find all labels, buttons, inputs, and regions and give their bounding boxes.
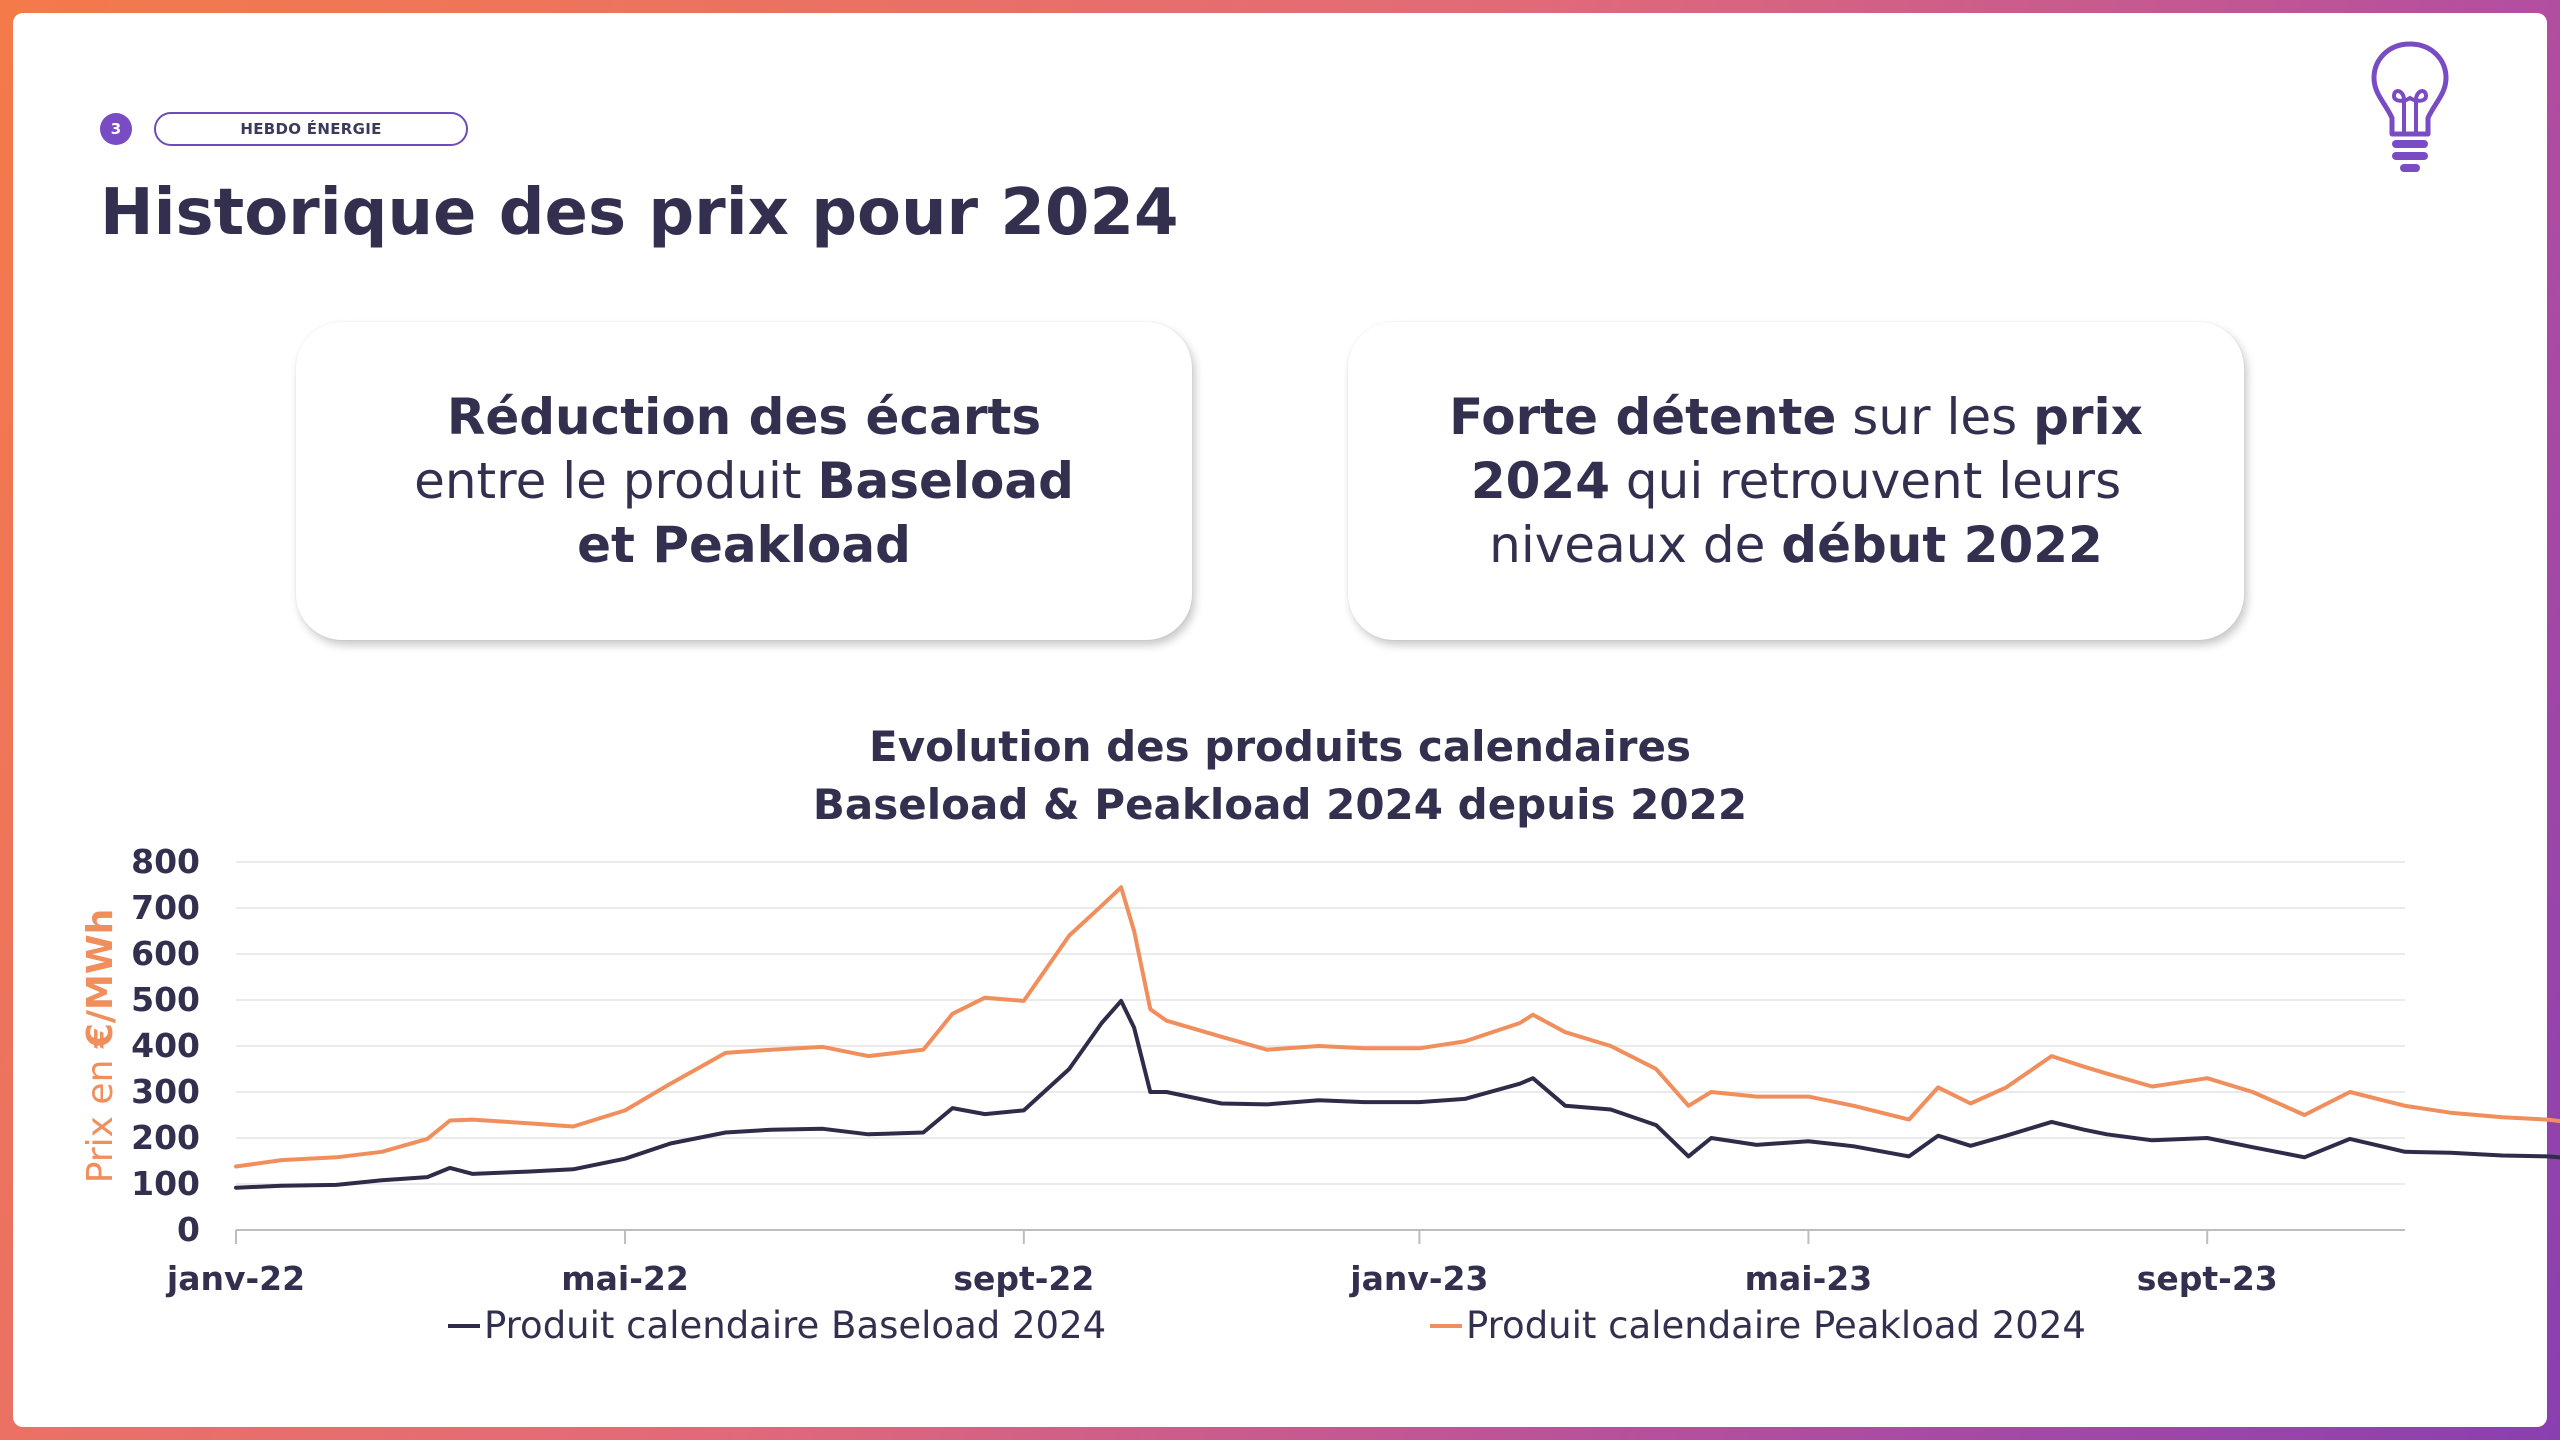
card-text-bold: prix [2033, 388, 2143, 446]
x-tick-label: mai-23 [1745, 1259, 1873, 1298]
y-axis-label-prefix: Prix en [80, 1048, 121, 1183]
y-tick-label: 800 [131, 842, 200, 881]
chart-legend: Produit calendaire Baseload 2024 Produit … [448, 1304, 2086, 1347]
x-tick-label: sept-23 [2137, 1259, 2278, 1298]
x-tick-label: sept-22 [953, 1259, 1094, 1298]
card-text-bold: Réduction des écarts [446, 388, 1042, 446]
insight-card-gap: Réduction des écarts entre le produit Bas… [296, 322, 1192, 640]
y-axis-label-unit: €/MWh [80, 909, 121, 1049]
card-text-line: Réduction des écarts [447, 385, 1041, 449]
chart-title-line-1: Evolution des produits calendaires [869, 722, 1691, 771]
card-text-bold: 2024 [1470, 452, 1610, 510]
grid-lines [236, 861, 2405, 1185]
x-tick-label: mai-22 [561, 1259, 689, 1298]
card-text: niveaux de [1489, 516, 1782, 574]
card-text-line: entre le produit Baseload [414, 449, 1074, 513]
y-tick-label: 400 [131, 1026, 200, 1065]
x-tick-label: janv-22 [165, 1259, 305, 1298]
y-tick-label: 100 [131, 1164, 200, 1203]
baseload-series-line [234, 998, 2560, 1190]
card-text-bold: début 2022 [1781, 516, 2103, 574]
card-text-bold: Baseload [817, 452, 1074, 510]
slide [13, 13, 2547, 1427]
y-tick-label: 0 [177, 1210, 200, 1249]
card-text-bold: et Peakload [577, 516, 911, 574]
page-title: Historique des prix pour 2024 [100, 176, 1179, 250]
card-text: qui retrouvent leurs [1610, 452, 2122, 510]
card-text-bold: Forte détente [1449, 388, 1837, 446]
card-text-line: 2024 qui retrouvent leurs [1471, 449, 2121, 513]
lightbulb-icon [2371, 41, 2449, 172]
card-text-line: niveaux de début 2022 [1489, 513, 2103, 577]
y-axis-label: Prix en €/MWh [80, 909, 121, 1183]
card-text: sur les [1836, 388, 2034, 446]
y-tick-label: 700 [131, 888, 200, 927]
section-tag: HEBDO ÉNERGIE [154, 112, 468, 146]
y-tick-label: 300 [131, 1072, 200, 1111]
series-lines [234, 885, 2560, 1190]
chart-title: Evolution des produits calendaires Basel… [0, 718, 2560, 834]
y-tick-label: 200 [131, 1118, 200, 1157]
card-text: entre le produit [414, 452, 818, 510]
y-tick-label: 600 [131, 934, 200, 973]
tick-labels: 0 100 200 300 400 500 600 700 800 janv-22 mai-22 se… [80, 842, 2278, 1298]
peakload-series-line [234, 885, 2560, 1169]
legend-label: Produit calendaire Baseload 2024 [484, 1304, 1106, 1347]
x-tick-label: janv-23 [1348, 1259, 1488, 1298]
chart-title-line-2: Baseload & Peakload 2024 depuis 2022 [812, 780, 1748, 829]
chart-axes [235, 1229, 2405, 1244]
page-number-badge: 3 [100, 113, 132, 145]
insight-card-prices: Forte détente sur les prix 2024 qui retro… [1348, 322, 2244, 640]
card-text-line: Forte détente sur les prix [1449, 385, 2143, 449]
legend-label: Produit calendaire Peakload 2024 [1466, 1304, 2086, 1347]
card-text-line: et Peakload [577, 513, 911, 577]
y-tick-label: 500 [131, 980, 200, 1019]
